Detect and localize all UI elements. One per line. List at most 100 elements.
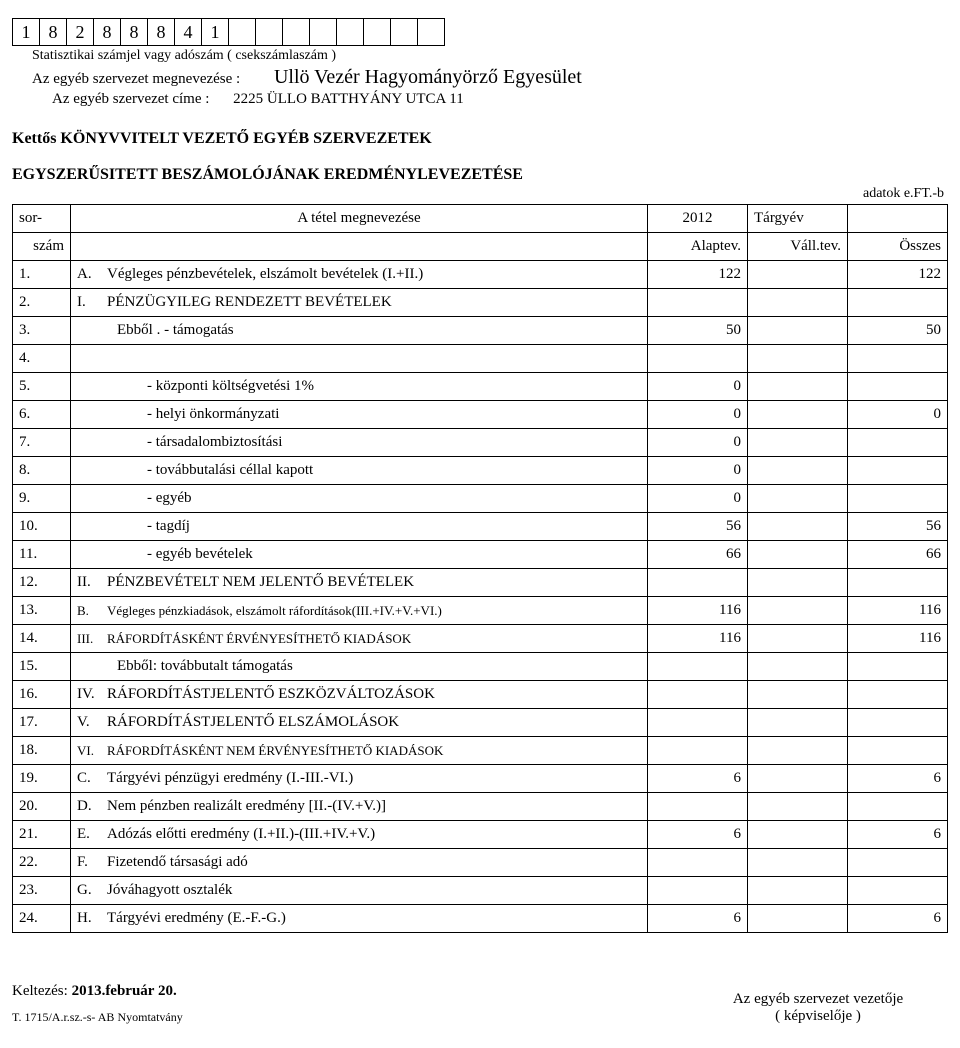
row-value: 56 xyxy=(648,513,748,541)
signature-line-1: Az egyéb szervezet vezetője xyxy=(688,991,948,1008)
row-text: Ebből . - támogatás xyxy=(77,322,234,339)
row-value xyxy=(748,821,848,849)
row-description: A.Végleges pénzbevételek, elszámolt bevé… xyxy=(71,261,648,289)
row-number: 19. xyxy=(13,765,71,793)
row-description: G.Jóváhagyott osztalék xyxy=(71,877,648,905)
row-prefix: A. xyxy=(77,266,107,283)
header-valltev: Váll.tev. xyxy=(748,233,848,261)
heading-line1: Kettős KÖNYVVITELT VEZETŐ EGYÉB SZERVEZE… xyxy=(12,130,432,147)
header-row-1: sor- A tétel megnevezése 2012 Tárgyév xyxy=(13,205,948,233)
row-value xyxy=(748,289,848,317)
row-value: 116 xyxy=(848,625,948,653)
row-value xyxy=(748,513,848,541)
row-value xyxy=(848,569,948,597)
row-text: Adózás előtti eredmény (I.+II.)-(III.+IV… xyxy=(107,826,375,843)
signature-line-2: ( képviselője ) xyxy=(688,1008,948,1025)
date-value: 2013.február 20. xyxy=(72,983,177,999)
row-number: 10. xyxy=(13,513,71,541)
row-text: Fizetendő társasági adó xyxy=(107,854,248,871)
row-value xyxy=(748,457,848,485)
id-digit-box xyxy=(390,18,418,46)
footer-right: Az egyéb szervezet vezetője ( képviselőj… xyxy=(688,991,948,1025)
row-value xyxy=(748,317,848,345)
row-text: Ebből: továbbutalt támogatás xyxy=(77,658,293,675)
row-text: RÁFORDÍTÁSKÉNT NEM ÉRVÉNYESÍTHETŐ KIADÁS… xyxy=(107,743,443,759)
id-digit-box xyxy=(309,18,337,46)
row-text: RÁFORDÍTÁSKÉNT ÉRVÉNYESÍTHETŐ KIADÁSOK xyxy=(107,631,411,647)
row-value xyxy=(748,653,848,681)
table-row: 22.F.Fizetendő társasági adó xyxy=(13,849,948,877)
row-number: 4. xyxy=(13,345,71,373)
row-value xyxy=(748,541,848,569)
table-row: 19.C.Tárgyévi pénzügyi eredmény (I.-III.… xyxy=(13,765,948,793)
table-row: 14.III.RÁFORDÍTÁSKÉNT ÉRVÉNYESÍTHETŐ KIA… xyxy=(13,625,948,653)
header-alaptev: Alaptev. xyxy=(648,233,748,261)
row-value xyxy=(748,737,848,765)
id-digit-box: 1 xyxy=(12,18,40,46)
form-id: T. 1715/A.r.sz.-s- AB Nyomtatvány xyxy=(12,1010,183,1025)
row-value xyxy=(848,429,948,457)
row-prefix: II. xyxy=(77,574,107,591)
row-description: B.Végleges pénzkiadások, elszámolt ráfor… xyxy=(71,597,648,625)
row-description: III.RÁFORDÍTÁSKÉNT ÉRVÉNYESÍTHETŐ KIADÁS… xyxy=(71,625,648,653)
row-number: 12. xyxy=(13,569,71,597)
row-prefix: V. xyxy=(77,714,107,731)
date-label: Keltezés: xyxy=(12,983,72,999)
row-value xyxy=(648,653,748,681)
table-row: 4. xyxy=(13,345,948,373)
row-prefix: B. xyxy=(77,603,107,619)
row-value xyxy=(648,681,748,709)
row-value xyxy=(848,877,948,905)
row-text: PÉNZÜGYILEG RENDEZETT BEVÉTELEK xyxy=(107,294,392,311)
row-value: 6 xyxy=(848,905,948,933)
addr-value: 2225 ÜLLO BATTHYÁNY UTCA 11 xyxy=(233,91,464,107)
id-digit-box: 1 xyxy=(201,18,229,46)
heading-line2: EGYSZERŰSITETT BESZÁMOLÓJÁNAK EREDMÉNYLE… xyxy=(12,166,523,183)
header-row-2: szám Alaptev. Váll.tev. Összes xyxy=(13,233,948,261)
row-value: 0 xyxy=(648,457,748,485)
row-prefix: H. xyxy=(77,910,107,927)
row-description: - központi költségvetési 1% xyxy=(71,373,648,401)
unit-label: adatok e.FT.-b xyxy=(12,186,944,202)
id-digit-box xyxy=(255,18,283,46)
row-description: H.Tárgyévi eredmény (E.-F.-G.) xyxy=(71,905,648,933)
row-value: 0 xyxy=(648,373,748,401)
row-number: 21. xyxy=(13,821,71,849)
row-number: 1. xyxy=(13,261,71,289)
row-value xyxy=(648,849,748,877)
row-description: E.Adózás előtti eredmény (I.+II.)-(III.+… xyxy=(71,821,648,849)
table-row: 1.A.Végleges pénzbevételek, elszámolt be… xyxy=(13,261,948,289)
row-number: 9. xyxy=(13,485,71,513)
row-description: - továbbutalási céllal kapott xyxy=(71,457,648,485)
row-value xyxy=(648,737,748,765)
table-row: 12.II.PÉNZBEVÉTELT NEM JELENTŐ BEVÉTELEK xyxy=(13,569,948,597)
row-text: Nem pénzben realizált eredmény [II.-(IV.… xyxy=(107,798,386,815)
row-value xyxy=(848,793,948,821)
row-value xyxy=(648,877,748,905)
id-digit-box xyxy=(336,18,364,46)
row-value xyxy=(748,905,848,933)
row-value xyxy=(748,765,848,793)
table-row: 6.- helyi önkormányzati00 xyxy=(13,401,948,429)
row-value xyxy=(648,289,748,317)
row-value: 122 xyxy=(848,261,948,289)
row-number: 14. xyxy=(13,625,71,653)
row-value xyxy=(848,289,948,317)
id-digit-box xyxy=(282,18,310,46)
id-sublabel: Statisztikai számjel vagy adószám ( csek… xyxy=(32,48,948,64)
row-number: 17. xyxy=(13,709,71,737)
id-digit-box xyxy=(228,18,256,46)
table-row: 18.VI.RÁFORDÍTÁSKÉNT NEM ÉRVÉNYESÍTHETŐ … xyxy=(13,737,948,765)
header-title: A tétel megnevezése xyxy=(71,205,648,233)
id-digit-box xyxy=(417,18,445,46)
row-value xyxy=(748,429,848,457)
id-digit-box: 4 xyxy=(174,18,202,46)
table-row: 21.E.Adózás előtti eredmény (I.+II.)-(II… xyxy=(13,821,948,849)
row-text: Végleges pénzbevételek, elszámolt bevéte… xyxy=(107,266,423,283)
row-value: 6 xyxy=(848,765,948,793)
id-digit-box: 8 xyxy=(93,18,121,46)
row-prefix: VI. xyxy=(77,743,107,759)
row-number: 15. xyxy=(13,653,71,681)
row-text: Végleges pénzkiadások, elszámolt ráfordí… xyxy=(107,603,442,619)
row-description: C.Tárgyévi pénzügyi eredmény (I.-III.-VI… xyxy=(71,765,648,793)
